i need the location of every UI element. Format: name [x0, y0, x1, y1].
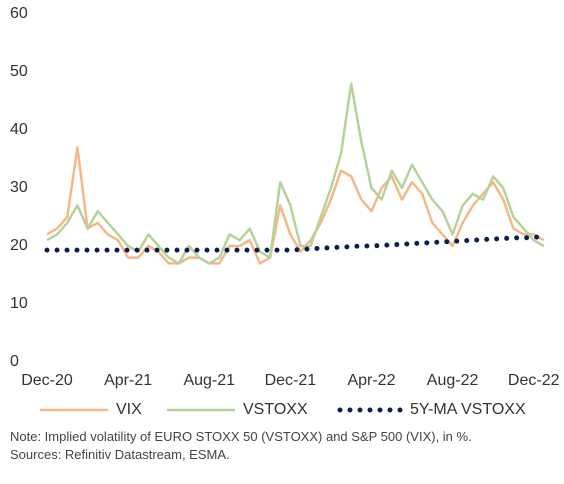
x-tick-label: Aug-22: [427, 372, 479, 389]
x-tick-label: Dec-21: [265, 372, 317, 389]
line-series: [46, 82, 545, 265]
x-tick-label: Dec-20: [21, 372, 73, 389]
y-tick-label: 60: [10, 5, 28, 22]
notes: Note: Implied volatility of EURO STOXX 5…: [10, 430, 558, 462]
x-tick-label: Aug-21: [183, 372, 235, 389]
x-tick-label: Apr-21: [104, 372, 152, 389]
chart: 0 10 20 30 40 50 60 Dec-20 Apr-21 Aug-21 Dec-21 Apr…: [10, 5, 560, 418]
y-tick-label: 10: [10, 295, 28, 312]
x-tick-label: Dec-22: [508, 372, 560, 389]
x-tick-label: Apr-22: [347, 372, 395, 389]
legend-label: VSTOXX: [243, 401, 308, 418]
legend-label: 5Y-MA VSTOXX: [410, 401, 526, 418]
y-tick-label: 40: [10, 121, 28, 138]
y-tick-label: 30: [10, 179, 28, 196]
legend-label: VIX: [116, 401, 142, 418]
y-tick-label: 50: [10, 63, 28, 80]
note: Note: Implied volatility of EURO STOXX 5…: [10, 429, 472, 444]
source: Sources: Refinitiv Datastream, ESMA.: [10, 447, 230, 462]
line-series: [44, 234, 547, 253]
line-series: [46, 146, 545, 265]
y-tick-label: 0: [10, 353, 19, 370]
y-tick-label: 20: [10, 237, 28, 254]
